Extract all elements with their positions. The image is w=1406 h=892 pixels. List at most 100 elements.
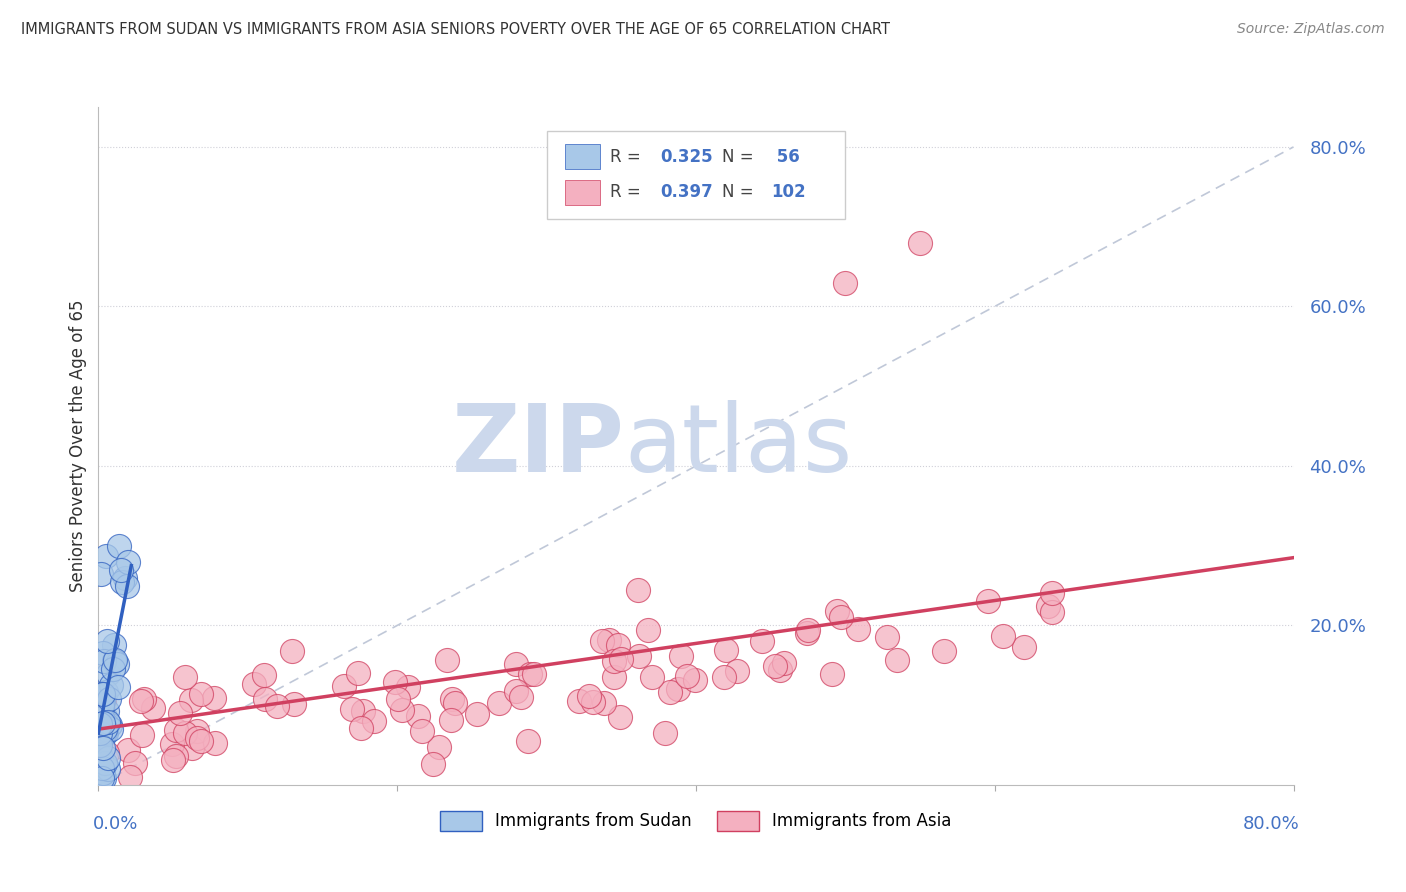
Text: N =: N =	[723, 147, 759, 166]
Point	[96, 704, 118, 718]
Point	[93, 654, 115, 668]
Point	[93, 772, 115, 786]
Point	[591, 633, 613, 648]
Text: 0.0%: 0.0%	[93, 815, 138, 833]
Point	[582, 695, 605, 709]
Point	[186, 724, 208, 739]
Text: 0.397: 0.397	[661, 184, 713, 202]
Point	[347, 665, 370, 680]
Point	[281, 643, 304, 657]
Point	[488, 696, 510, 710]
Point	[363, 714, 385, 728]
Point	[598, 633, 620, 648]
Point	[91, 741, 114, 756]
Point	[253, 668, 276, 682]
Point	[641, 671, 664, 685]
Point	[876, 631, 898, 645]
Point	[606, 639, 628, 653]
Point	[676, 669, 699, 683]
Point	[90, 566, 112, 581]
Point	[124, 756, 146, 770]
Point	[683, 673, 706, 688]
Point	[91, 688, 114, 702]
Point	[90, 723, 112, 737]
Point	[104, 653, 127, 667]
Point	[94, 549, 117, 563]
Point	[90, 705, 112, 719]
Point	[94, 756, 117, 770]
Point	[568, 694, 591, 708]
Text: N =: N =	[723, 184, 759, 202]
Point	[505, 684, 527, 698]
Point	[422, 756, 444, 771]
Point	[89, 738, 111, 752]
Point	[129, 694, 152, 708]
Point	[202, 691, 225, 706]
Point	[1012, 640, 1035, 655]
Point	[100, 718, 122, 732]
Text: ZIP: ZIP	[451, 400, 624, 492]
Point	[391, 703, 413, 717]
Point	[180, 693, 202, 707]
Point	[243, 677, 266, 691]
Point	[110, 563, 132, 577]
Point	[659, 685, 682, 699]
Point	[827, 604, 849, 618]
Point	[387, 691, 409, 706]
Point	[254, 692, 277, 706]
Point	[91, 710, 114, 724]
Point	[90, 711, 112, 725]
Point	[713, 671, 735, 685]
Point	[89, 717, 111, 731]
Point	[609, 710, 631, 724]
Point	[406, 709, 429, 723]
Point	[91, 646, 114, 660]
Point	[333, 679, 356, 693]
Point	[94, 685, 117, 699]
Point	[821, 666, 844, 681]
Point	[89, 726, 111, 740]
Point	[991, 629, 1014, 643]
Point	[97, 714, 120, 729]
Point	[834, 276, 856, 290]
Point	[934, 644, 956, 658]
Point	[603, 654, 626, 668]
Point	[349, 721, 371, 735]
Point	[100, 722, 122, 736]
Point	[716, 643, 738, 657]
Point	[89, 719, 111, 733]
Point	[91, 716, 114, 731]
Text: 80.0%: 80.0%	[1243, 815, 1299, 833]
Point	[91, 701, 114, 715]
Point	[751, 634, 773, 648]
Point	[384, 674, 406, 689]
Y-axis label: Seniors Poverty Over the Age of 65: Seniors Poverty Over the Age of 65	[69, 300, 87, 592]
Point	[846, 622, 869, 636]
Text: R =: R =	[610, 184, 645, 202]
Point	[91, 730, 114, 744]
Point	[637, 624, 659, 638]
Point	[94, 726, 117, 740]
Point	[96, 634, 118, 648]
Point	[89, 688, 111, 702]
Point	[772, 656, 794, 670]
Point	[1040, 586, 1063, 600]
Text: R =: R =	[610, 147, 645, 166]
Text: Source: ZipAtlas.com: Source: ZipAtlas.com	[1237, 22, 1385, 37]
Point	[101, 662, 124, 676]
Point	[103, 655, 125, 669]
Point	[411, 723, 433, 738]
Point	[671, 649, 693, 664]
Point	[610, 652, 633, 666]
Point	[769, 663, 792, 677]
Point	[440, 691, 463, 706]
Point	[93, 710, 115, 724]
Point	[977, 593, 1000, 607]
Point	[578, 689, 600, 703]
Point	[440, 713, 463, 727]
Point	[132, 692, 155, 706]
Point	[204, 736, 226, 750]
Point	[120, 770, 142, 784]
Text: 56: 56	[772, 147, 800, 166]
Point	[90, 749, 112, 764]
